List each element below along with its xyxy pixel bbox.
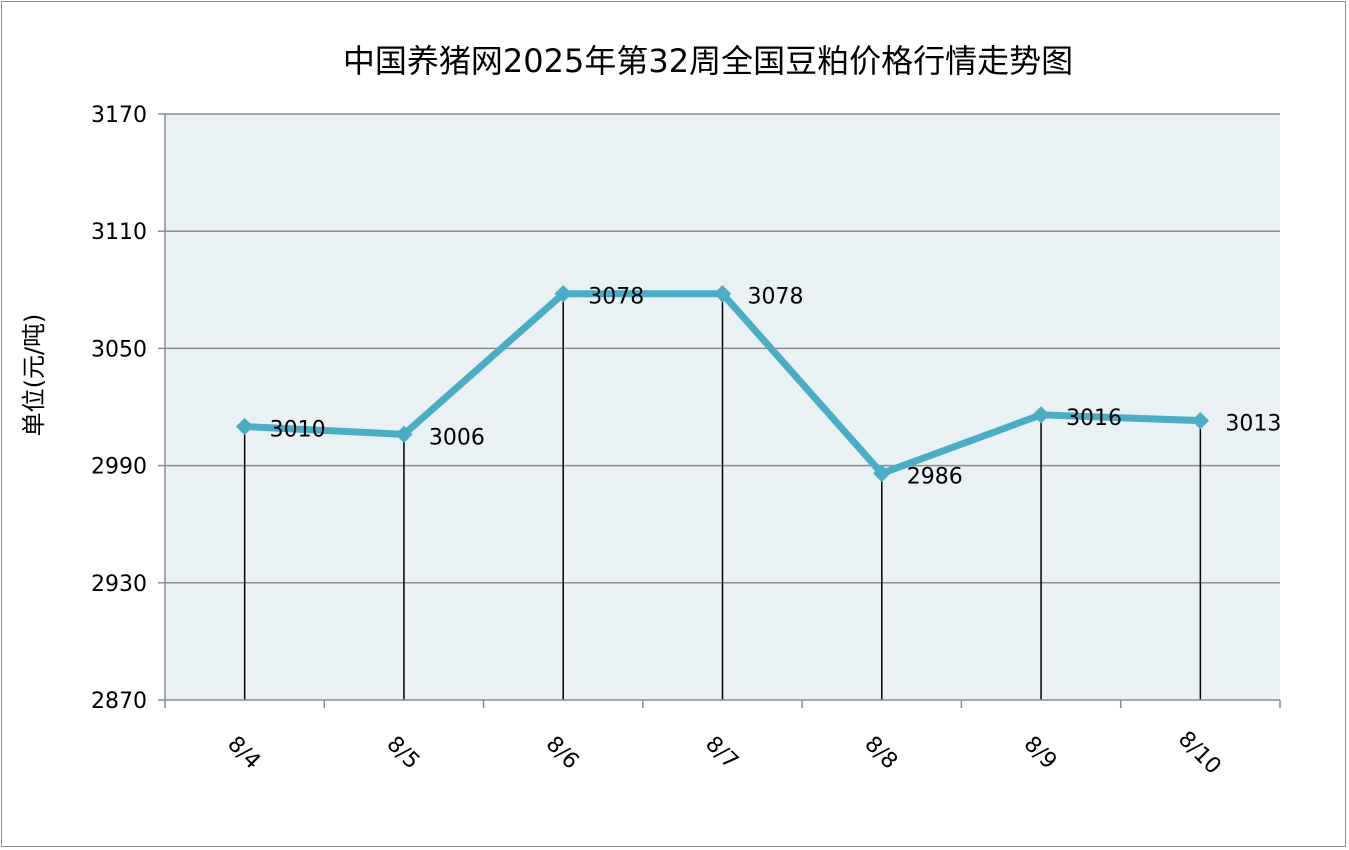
data-point-marker [713,284,732,303]
axes [164,114,1280,701]
data-labels: 3010 3006 3078 3078 2986 3016 3013 [270,285,1282,490]
y-tick-label: 2990 [91,455,147,480]
x-axis-ticks: 8/4 8/5 8/6 8/7 8/8 8/9 8/10 [164,700,1281,780]
y-tick-label: 3110 [91,220,147,245]
x-tick-label: 8/4 [222,732,265,775]
data-point-marker [1191,411,1210,430]
data-point-marker [235,417,254,436]
data-point-marker [395,425,413,444]
data-point-marker [873,464,891,483]
y-axis-label: 单位(元/吨) [20,314,48,437]
data-label: 3078 [588,285,644,310]
data-point-marker [554,284,572,303]
y-tick-label: 3170 [91,103,147,128]
data-label: 2986 [907,464,963,489]
y-tick-label: 2870 [91,689,147,714]
x-tick-label: 8/8 [859,732,902,775]
drop-lines [243,293,1202,700]
data-label: 3016 [1066,406,1122,431]
data-label: 3006 [429,425,485,450]
x-tick-label: 8/9 [1019,732,1062,775]
data-label: 3013 [1225,412,1281,437]
x-tick-label: 8/10 [1173,727,1226,780]
x-tick-label: 8/7 [700,732,743,775]
data-markers [235,284,1210,483]
data-label: 3078 [748,285,804,310]
y-tick-label: 2930 [91,572,147,597]
data-point-marker [1032,406,1050,424]
y-tick-label: 3050 [91,337,147,362]
x-tick-label: 8/5 [382,732,425,775]
data-label: 3010 [270,418,326,443]
chart-title: 中国养猪网2025年第32周全国豆粕价格行情走势图 [343,42,1073,80]
y-axis-ticks: 2870 2930 2990 3050 3110 3170 [91,103,165,714]
x-tick-label: 8/6 [541,732,584,775]
